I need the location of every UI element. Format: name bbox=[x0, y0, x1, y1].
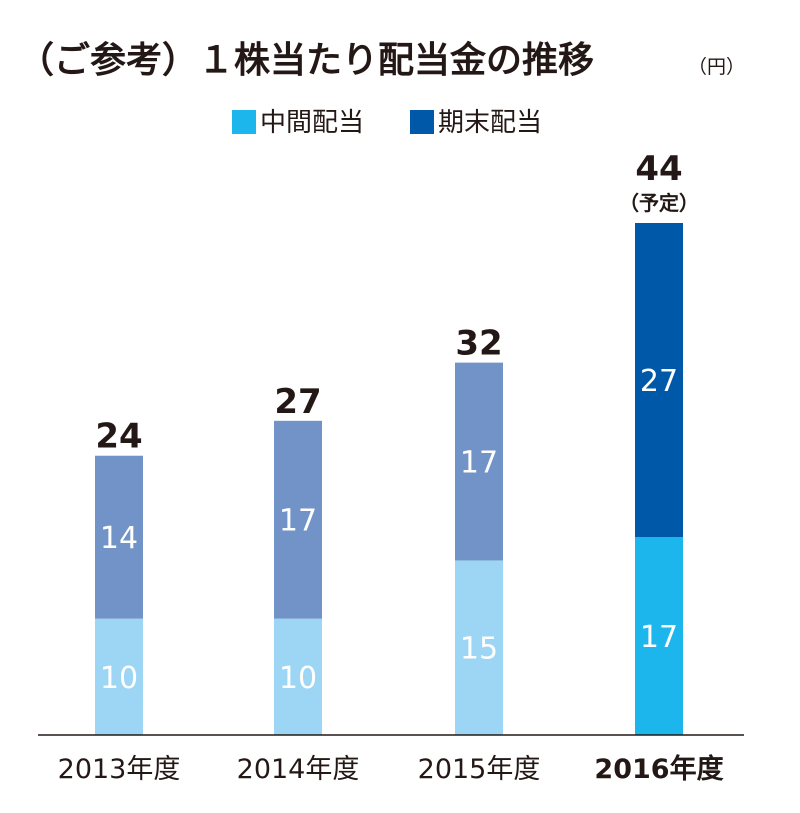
segment-label-year-end-3: 27 bbox=[640, 364, 678, 399]
segment-label-interim-3: 17 bbox=[640, 620, 678, 655]
x-tick-label-1: 2014年度 bbox=[237, 754, 360, 785]
segment-label-interim-0: 10 bbox=[100, 661, 138, 696]
total-label-3: 44 bbox=[635, 149, 682, 189]
segment-label-interim-1: 10 bbox=[279, 661, 317, 696]
total-label-1: 27 bbox=[274, 382, 321, 422]
segment-label-year-end-0: 14 bbox=[100, 521, 138, 556]
bar-year-end-1 bbox=[274, 420, 322, 619]
total-label-0: 24 bbox=[95, 417, 142, 457]
x-tick-label-2: 2015年度 bbox=[418, 754, 541, 785]
legend-swatch-interim bbox=[232, 110, 256, 134]
legend-swatch-year-end bbox=[410, 110, 434, 134]
segment-label-year-end-2: 17 bbox=[460, 446, 498, 481]
bar-year-end-0 bbox=[95, 455, 143, 619]
total-label-2: 32 bbox=[455, 324, 502, 364]
bar-interim-1 bbox=[274, 618, 322, 735]
bar-year-end-3 bbox=[635, 223, 683, 538]
x-tick-label-0: 2013年度 bbox=[58, 754, 181, 785]
legend-label-year-end: 期末配当 bbox=[438, 108, 542, 138]
bar-interim-2 bbox=[455, 560, 503, 735]
bar-interim-3 bbox=[635, 537, 683, 735]
legend: 中間配当 期末配当 bbox=[232, 108, 542, 138]
legend-label-interim: 中間配当 bbox=[260, 108, 364, 138]
unit-label: （円） bbox=[688, 56, 745, 78]
segment-label-year-end-1: 17 bbox=[279, 504, 317, 539]
total-note-3: （予定） bbox=[619, 191, 699, 215]
chart-title: （ご参考）１株当たり配当金の推移 bbox=[18, 39, 594, 81]
bar-interim-0 bbox=[95, 618, 143, 735]
bars: 10 14 24 2013年度 10 17 27 2014年度 15 17 32 2015年度 17 27… bbox=[58, 149, 724, 785]
bar-year-end-2 bbox=[455, 362, 503, 561]
x-tick-label-3: 2016年度 bbox=[594, 753, 723, 785]
segment-label-interim-2: 15 bbox=[460, 632, 498, 667]
